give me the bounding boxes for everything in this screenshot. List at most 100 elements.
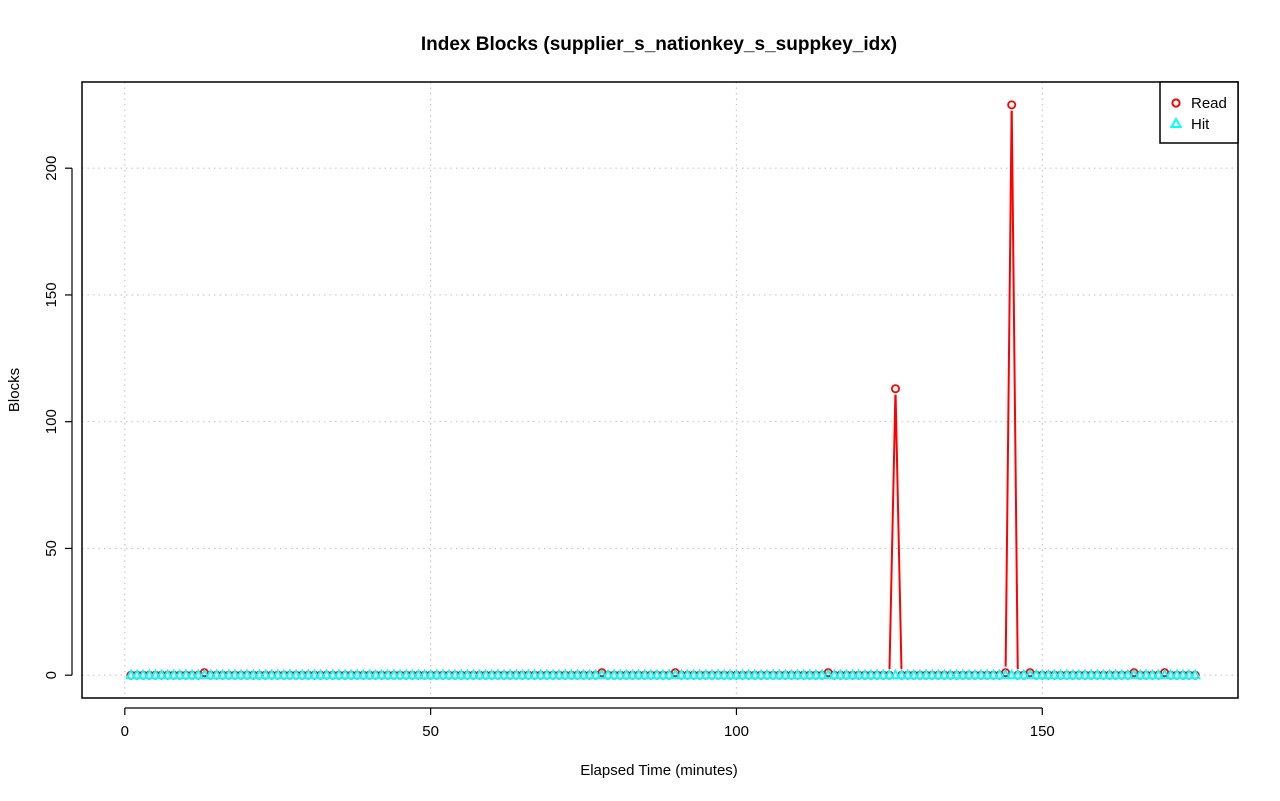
- hit-point: [1115, 668, 1128, 680]
- hit-point: [791, 668, 804, 680]
- read-line-segment: [1004, 110, 1013, 667]
- hit-point: [1164, 668, 1177, 680]
- hit-point: [987, 668, 1000, 680]
- hit-point: [614, 668, 627, 680]
- hit-point: [259, 668, 272, 680]
- hit-point: [388, 668, 400, 680]
- hit-point: [1152, 668, 1165, 680]
- hit-point: [210, 668, 223, 680]
- hit-point: [706, 668, 718, 680]
- hit-point: [810, 668, 822, 680]
- hit-point: [742, 668, 755, 680]
- hit-point: [461, 668, 474, 680]
- grid: [82, 82, 1238, 698]
- hit-point: [455, 668, 468, 680]
- hit-point: [1073, 668, 1085, 680]
- hit-point: [1036, 668, 1049, 680]
- hit-point: [1122, 668, 1134, 680]
- x-tick-label: 50: [422, 723, 439, 740]
- hit-point: [840, 668, 853, 680]
- hit-point: [944, 668, 957, 680]
- hit-point: [375, 668, 388, 680]
- hit-point: [284, 668, 296, 680]
- hit-point: [589, 668, 602, 680]
- hit-point: [449, 668, 461, 680]
- hit-point: [381, 668, 394, 680]
- hit-point: [651, 668, 663, 680]
- hit-point: [394, 668, 406, 680]
- hit-point: [363, 668, 376, 680]
- hit-point: [608, 668, 620, 680]
- hit-point: [761, 668, 773, 680]
- hit-point: [1018, 668, 1030, 680]
- hit-point: [834, 668, 847, 680]
- hit-point: [901, 668, 914, 680]
- hit-point: [149, 668, 162, 680]
- hit-point: [430, 668, 443, 680]
- read-line-segment: [1010, 110, 1019, 670]
- y-tick-label: 50: [43, 540, 60, 557]
- hit-point: [816, 668, 828, 680]
- hit-point: [852, 668, 865, 680]
- hit-point: [485, 668, 498, 680]
- hit-point: [626, 668, 639, 680]
- hit-point: [296, 668, 309, 680]
- hit-point: [712, 668, 724, 680]
- x-tick-label: 150: [1030, 723, 1055, 740]
- hit-point: [192, 668, 205, 680]
- hit-point: [907, 668, 920, 680]
- hit-point: [302, 668, 315, 680]
- chart-title: Index Blocks (supplier_s_nationkey_s_sup…: [421, 34, 897, 55]
- hit-point: [938, 668, 951, 680]
- hit-point: [1005, 668, 1018, 680]
- hit-point: [516, 668, 529, 680]
- hit-point: [895, 668, 908, 680]
- hit-point: [143, 668, 156, 680]
- hit-point: [932, 668, 945, 680]
- y-tick-label: 0: [43, 671, 60, 679]
- hit-point: [1024, 668, 1036, 680]
- hit-point: [1183, 668, 1195, 680]
- hit-point: [1030, 668, 1043, 680]
- hit-point: [785, 668, 798, 680]
- hit-point: [993, 668, 1006, 680]
- y-tick-label: 200: [43, 156, 60, 181]
- hit-point: [174, 668, 186, 680]
- hit-point: [1067, 668, 1079, 680]
- hit-point: [418, 668, 431, 680]
- hit-point: [186, 668, 198, 680]
- hit-point: [1097, 668, 1110, 680]
- hit-point: [724, 668, 737, 680]
- hit-point: [920, 668, 932, 680]
- hit-point: [644, 668, 657, 680]
- legend: Read Hit: [1159, 81, 1239, 144]
- hit-point: [583, 668, 596, 680]
- hit-point: [467, 668, 480, 680]
- hit-point: [339, 668, 351, 680]
- hit-point: [1048, 668, 1061, 680]
- hit-point: [620, 668, 633, 680]
- read-point: [890, 384, 900, 394]
- hit-point: [1140, 668, 1153, 680]
- hit-point: [277, 668, 290, 680]
- x-axis-label: Elapsed Time (minutes): [580, 762, 738, 779]
- hit-point: [479, 668, 492, 680]
- legend-read-marker: [1171, 98, 1181, 108]
- hit-point: [1079, 668, 1091, 680]
- hit-point: [247, 668, 260, 680]
- hit-point: [241, 668, 253, 680]
- hit-point: [981, 668, 994, 680]
- hit-point: [265, 668, 278, 680]
- hit-point: [804, 668, 816, 680]
- hit-point: [473, 668, 486, 680]
- legend-box: [1159, 81, 1239, 144]
- hit-point: [602, 668, 614, 680]
- hit-point: [131, 668, 143, 680]
- hit-point: [510, 668, 523, 680]
- hit-point: [155, 668, 168, 680]
- hit-point: [700, 668, 712, 680]
- hit-point: [718, 668, 731, 680]
- hit-point: [663, 668, 676, 680]
- hit-point: [167, 668, 180, 680]
